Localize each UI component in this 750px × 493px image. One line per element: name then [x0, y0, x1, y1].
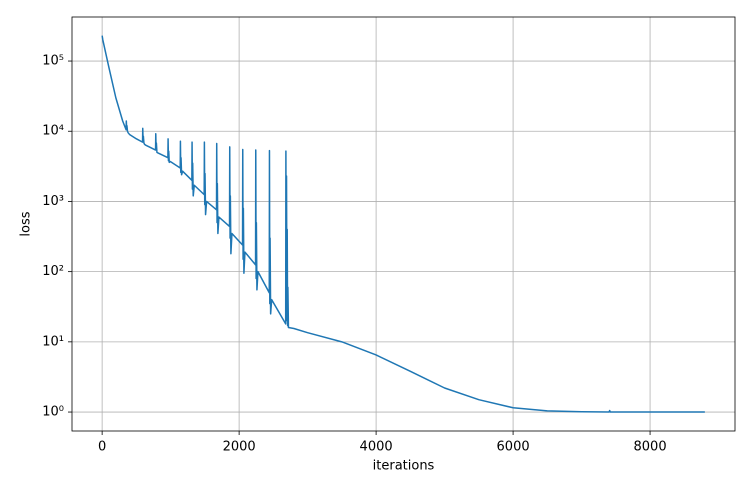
x-tick-label: 8000 — [634, 440, 667, 455]
y-tick-label: 10¹ — [42, 334, 64, 349]
data-line — [101, 35, 705, 413]
y-tick-label: 10⁴ — [42, 124, 64, 139]
y-tick-label: 10⁰ — [42, 405, 64, 420]
y-tick-label: 10⁵ — [42, 54, 64, 69]
y-tick-label: 10² — [42, 264, 64, 279]
x-tick-label: 0 — [98, 440, 106, 455]
y-axis-label: loss — [19, 211, 34, 236]
x-tick-label: 4000 — [360, 440, 393, 455]
x-axis-label: iterations — [373, 459, 435, 474]
x-tick-label: 2000 — [223, 440, 256, 455]
y-tick-label: 10³ — [42, 194, 64, 209]
axes-frame — [71, 16, 736, 432]
x-tick-label: 6000 — [497, 440, 530, 455]
